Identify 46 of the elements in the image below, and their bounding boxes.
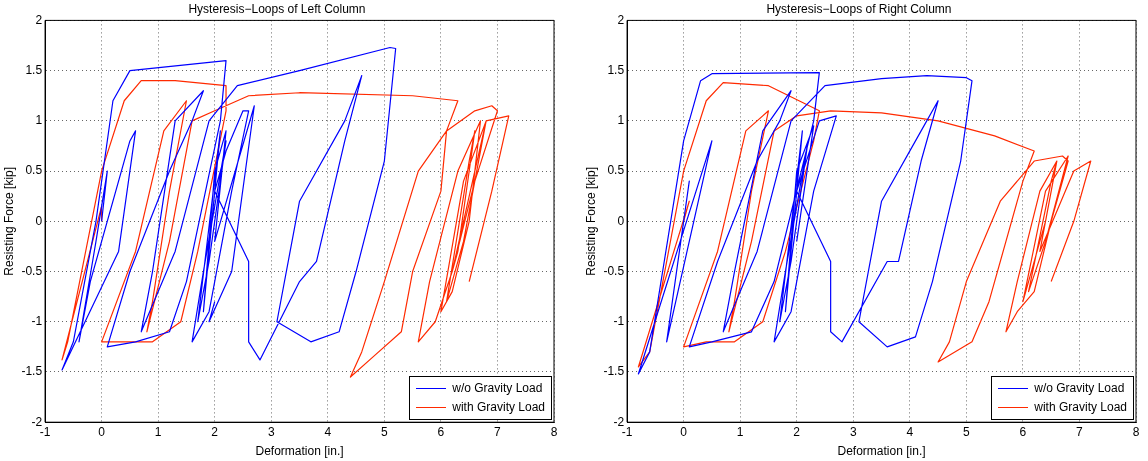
y-tick-label: 1 [35,113,43,128]
y-tick-label: 0 [35,213,43,228]
y-tick-label: 0 [617,213,625,228]
x-tick-label: 0 [680,424,688,439]
x-tick-label: 4 [906,424,914,439]
y-tick-label: -1.5 [21,364,43,379]
legend-label: with Gravity Load [1034,399,1127,417]
y-tick-label: -1 [31,314,43,329]
y-tick-label: -0.5 [21,263,43,278]
x-tick-label: 3 [849,424,857,439]
x-tick-label: 8 [550,424,558,439]
y-axis-title: Resisting Force [kip] [1,166,16,276]
x-axis-title: Deformation [in.] [255,444,344,459]
x-tick-label: 2 [211,424,219,439]
x-tick-label: 5 [963,424,971,439]
y-tick-label: -2 [613,414,625,429]
y-tick-label: 2 [617,12,625,27]
legend-label: w/o Gravity Load [1034,380,1125,398]
x-axis-title: Deformation [in.] [837,444,926,459]
y-axis-title: Resisting Force [kip] [583,166,598,276]
legend-label: with Gravity Load [452,399,545,417]
x-tick-label: 6 [437,424,445,439]
x-tick-label: 1 [154,424,162,439]
x-tick-label: 2 [793,424,801,439]
x-tick-label: 8 [1132,424,1140,439]
x-tick-label: 3 [267,424,275,439]
y-tick-label: 1.5 [607,62,625,77]
x-tick-label: 7 [494,424,502,439]
y-tick-label: 2 [35,12,43,27]
chart-title: Hysteresis−Loops of Right Column [766,1,952,16]
chart-title: Hysteresis−Loops of Left Column [188,1,366,16]
y-tick-label: 1.5 [25,62,43,77]
x-tick-label: 7 [1076,424,1084,439]
y-tick-label: 0.5 [25,163,43,178]
x-tick-label: 1 [736,424,744,439]
y-tick-label: 0.5 [607,163,625,178]
x-tick-label: 0 [98,424,106,439]
legend-label: w/o Gravity Load [452,380,543,398]
y-tick-label: -2 [31,414,43,429]
x-tick-label: 6 [1019,424,1027,439]
y-tick-label: 1 [617,113,625,128]
x-tick-label: 4 [324,424,332,439]
y-tick-label: -1 [613,314,625,329]
x-tick-label: 5 [381,424,389,439]
y-tick-label: -1.5 [603,364,625,379]
y-tick-label: -0.5 [603,263,625,278]
